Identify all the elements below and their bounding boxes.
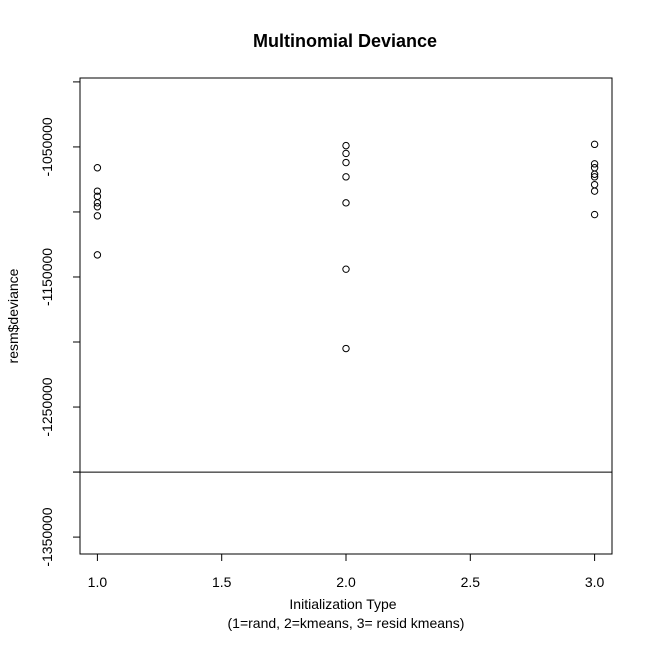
data-point bbox=[93, 251, 102, 259]
data-point bbox=[590, 187, 599, 195]
data-point bbox=[342, 265, 350, 273]
data-point bbox=[590, 160, 599, 168]
x-tick-label: 3.0 bbox=[585, 574, 605, 590]
x-tick-label: 1.5 bbox=[212, 574, 232, 590]
data-point bbox=[93, 212, 102, 220]
x-tick-label: 2.0 bbox=[336, 574, 356, 590]
y-axis: -1350000 -1250000 -1150000 -1050000 bbox=[39, 81, 81, 567]
x-tick-label: 2.5 bbox=[461, 574, 481, 590]
y-tick-label: -1050000 bbox=[39, 117, 55, 176]
data-point bbox=[93, 164, 102, 172]
y-axis-label: resm$deviance bbox=[5, 268, 21, 363]
x-axis: 1.0 1.5 2.0 2.5 3.0 bbox=[88, 553, 605, 590]
y-tick-label: -1250000 bbox=[39, 377, 55, 436]
data-point bbox=[342, 149, 350, 158]
y-tick-label: -1150000 bbox=[39, 248, 55, 306]
y-tick-label: -1350000 bbox=[39, 507, 55, 566]
data-point bbox=[590, 164, 599, 172]
x-axis-label: Initialization Type bbox=[289, 596, 396, 612]
data-point bbox=[590, 173, 599, 181]
data-point bbox=[342, 141, 350, 150]
data-point bbox=[342, 199, 350, 207]
data-point bbox=[93, 203, 102, 211]
data-point bbox=[590, 170, 599, 178]
x-axis-label-line2: (1=rand, 2=kmeans, 3= resid kmeans) bbox=[228, 615, 465, 631]
data-points bbox=[93, 140, 599, 353]
plot-frame bbox=[79, 77, 613, 555]
chart-title: Multinomial Deviance bbox=[253, 31, 437, 51]
data-point bbox=[342, 173, 350, 181]
data-point bbox=[93, 187, 102, 195]
data-point bbox=[590, 210, 599, 219]
data-point bbox=[342, 344, 350, 353]
x-tick-label: 1.0 bbox=[88, 574, 108, 590]
data-point bbox=[590, 180, 599, 189]
data-point bbox=[590, 140, 599, 149]
data-point bbox=[342, 158, 350, 167]
data-point bbox=[93, 199, 102, 207]
